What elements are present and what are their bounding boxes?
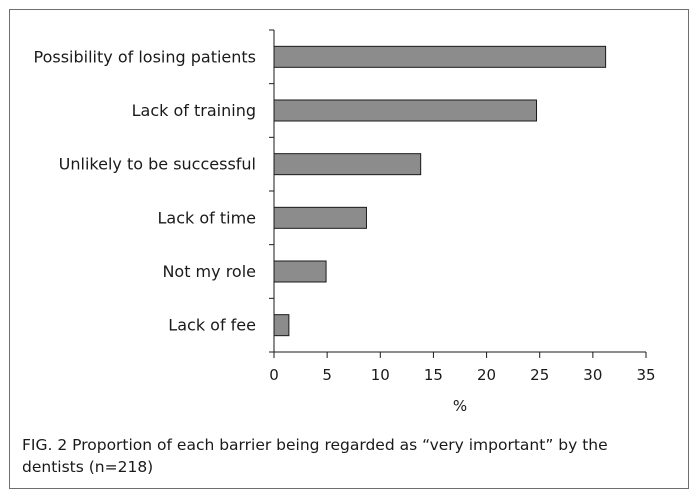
bars-group <box>273 45 607 337</box>
barrier-chart: Possibility of losing patients Lack of tr… <box>34 29 656 415</box>
category-label: Lack of training <box>132 101 256 120</box>
x-tick-label: 15 <box>424 366 443 384</box>
bar-unlikely-to-be-successful <box>273 153 422 176</box>
figure-frame <box>9 9 689 489</box>
category-label: Possibility of losing patients <box>34 47 256 66</box>
category-labels: Possibility of losing patients Lack of tr… <box>34 47 256 334</box>
x-tick-label: 5 <box>322 366 332 384</box>
x-tick-label: 20 <box>477 366 496 384</box>
bar-possibility-of-losing-patients <box>273 45 607 68</box>
x-tick-label: 0 <box>269 366 279 384</box>
category-label: Lack of fee <box>168 316 256 335</box>
bar-lack-of-time <box>273 206 367 229</box>
x-tick-label: 25 <box>530 366 549 384</box>
category-label: Not my role <box>162 262 256 281</box>
axes-group: 0 5 10 15 20 25 30 35 <box>269 29 656 384</box>
x-tick-label: 30 <box>583 366 602 384</box>
bar-not-my-role <box>273 260 327 283</box>
x-tick-label: 10 <box>371 366 390 384</box>
bar-lack-of-training <box>273 99 538 122</box>
figure-caption: FIG. 2 Proportion of each barrier being … <box>22 436 608 476</box>
x-axis-label: % <box>453 397 467 415</box>
category-label: Lack of time <box>157 208 256 227</box>
x-tick-label: 35 <box>636 366 655 384</box>
bar-lack-of-fee <box>273 314 290 337</box>
category-label: Unlikely to be successful <box>59 155 256 174</box>
